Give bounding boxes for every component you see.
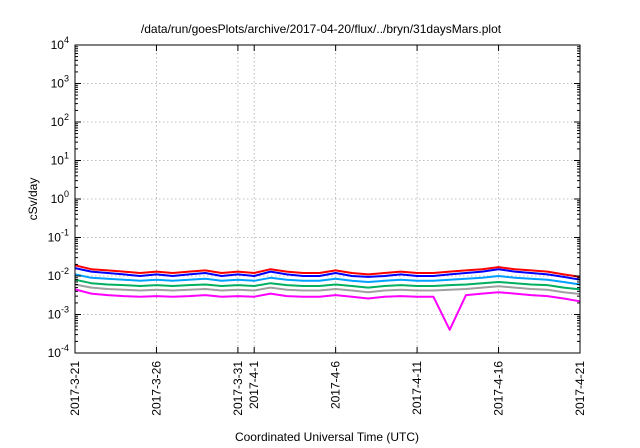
y-tick-label: 102 xyxy=(51,112,69,129)
grid xyxy=(74,44,581,354)
y-tick-base: 10 xyxy=(48,269,62,283)
x-tick-label: 2017-4-11 xyxy=(410,361,424,415)
y-tick-exponent: 2 xyxy=(64,112,69,122)
y-tick-exponent: -4 xyxy=(61,343,69,353)
series-line-5 xyxy=(74,288,581,331)
y-tick-exponent: -3 xyxy=(61,305,69,315)
series-line-3 xyxy=(74,278,581,291)
series-line-0 xyxy=(74,264,581,278)
y-tick-label: 10-3 xyxy=(48,305,69,322)
series-line-2 xyxy=(74,273,581,286)
y-tick-base: 10 xyxy=(48,231,62,245)
y-tick-label: 10-4 xyxy=(48,343,69,360)
y-tick-label: 101 xyxy=(51,151,69,168)
y-tick-base: 10 xyxy=(51,154,65,168)
series-line-4 xyxy=(74,283,581,295)
y-tick-label: 103 xyxy=(51,74,69,91)
y-tick-exponent: -2 xyxy=(61,266,69,276)
x-tick-label: 2017-4-16 xyxy=(492,361,506,416)
x-tick-label: 2017-3-26 xyxy=(149,361,163,416)
y-tick-exponent: 3 xyxy=(64,74,69,84)
y-tick-exponent: 1 xyxy=(64,151,69,161)
x-axis-label: Coordinated Universal Time (UTC) xyxy=(235,430,419,444)
y-axis-label: cSv/day xyxy=(26,178,40,221)
y-tick-base: 10 xyxy=(51,77,65,91)
x-tick-label: 2017-3-31 xyxy=(231,361,245,416)
series-line-1 xyxy=(74,267,581,281)
y-tick-exponent: 4 xyxy=(64,35,69,45)
series-layer xyxy=(74,264,581,331)
y-tick-base: 10 xyxy=(51,115,65,129)
y-tick-base: 10 xyxy=(48,346,62,360)
chart-title: /data/run/goesPlots/archive/2017-04-20/f… xyxy=(141,22,502,36)
y-tick-base: 10 xyxy=(48,308,62,322)
x-axis: 2017-3-21 2017-3-26 2017-3-31 2017-4-1 2017-… xyxy=(68,45,587,416)
y-tick-label: 104 xyxy=(51,35,69,52)
y-tick-base: 10 xyxy=(51,192,65,206)
y-tick-base: 10 xyxy=(51,38,65,52)
x-tick-label: 2017-4-1 xyxy=(247,361,261,409)
x-tick-label: 2017-4-21 xyxy=(573,361,587,416)
y-tick-label: 100 xyxy=(51,189,69,206)
y-tick-label: 10-1 xyxy=(48,228,69,245)
y-tick-exponent: -1 xyxy=(61,228,69,238)
y-tick-exponent: 0 xyxy=(64,189,69,199)
x-tick-label: 2017-3-21 xyxy=(68,361,82,416)
x-tick-label: 2017-4-6 xyxy=(329,361,343,409)
y-tick-label: 10-2 xyxy=(48,266,69,283)
